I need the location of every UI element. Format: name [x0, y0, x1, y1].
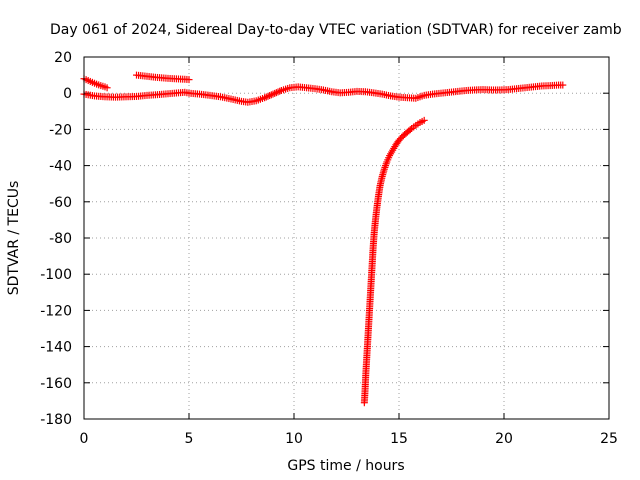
y-tick-label: -40 [49, 159, 72, 175]
x-tick-label: 25 [600, 431, 618, 447]
x-tick-label: 10 [285, 431, 303, 447]
y-tick-label: -120 [40, 303, 72, 319]
y-tick-label: -180 [40, 412, 72, 428]
data-point [262, 93, 270, 101]
x-axis-title: GPS time / hours [287, 458, 404, 474]
data-point [264, 92, 272, 100]
data-point [272, 89, 280, 97]
x-tick-label: 15 [390, 431, 408, 447]
data-marks [80, 71, 567, 407]
data-point [559, 81, 567, 89]
axis-ticks [83, 56, 610, 420]
series-early-arc [80, 75, 111, 92]
data-point [276, 87, 284, 95]
chart-title: Day 061 of 2024, Sidereal Day-to-day VTE… [50, 22, 622, 38]
y-tick-label: -60 [49, 195, 72, 211]
y-tick-label: 0 [63, 86, 72, 102]
y-tick-label: -140 [40, 340, 72, 356]
data-point [420, 116, 428, 124]
data-point [266, 92, 274, 100]
y-tick-label: -160 [40, 376, 72, 392]
x-tick-label: 0 [80, 431, 89, 447]
x-tick-label: 5 [185, 431, 194, 447]
data-point [103, 84, 111, 92]
data-point [274, 88, 282, 96]
data-point [269, 90, 277, 98]
y-tick-label: -20 [49, 122, 72, 138]
x-tick-label: 20 [495, 431, 513, 447]
series-main-track [80, 81, 567, 106]
y-tick-label: 20 [54, 50, 72, 66]
data-point [271, 89, 279, 97]
tick-labels: 20 0 -20 -40 -60 -80 -100 -120 -140 -160 -180 0 5 10 1… [40, 50, 618, 447]
y-tick-label: -100 [40, 267, 72, 283]
y-axis-title: SDTVAR / TECUs [6, 181, 22, 296]
plot-frame [83, 56, 610, 420]
data-point [261, 94, 269, 102]
y-tick-label: -80 [49, 231, 72, 247]
series-plunge-curve [360, 116, 428, 407]
data-point [267, 91, 275, 99]
grid-lines [84, 57, 609, 419]
data-point [185, 76, 193, 84]
series-upper-segment [133, 71, 193, 84]
